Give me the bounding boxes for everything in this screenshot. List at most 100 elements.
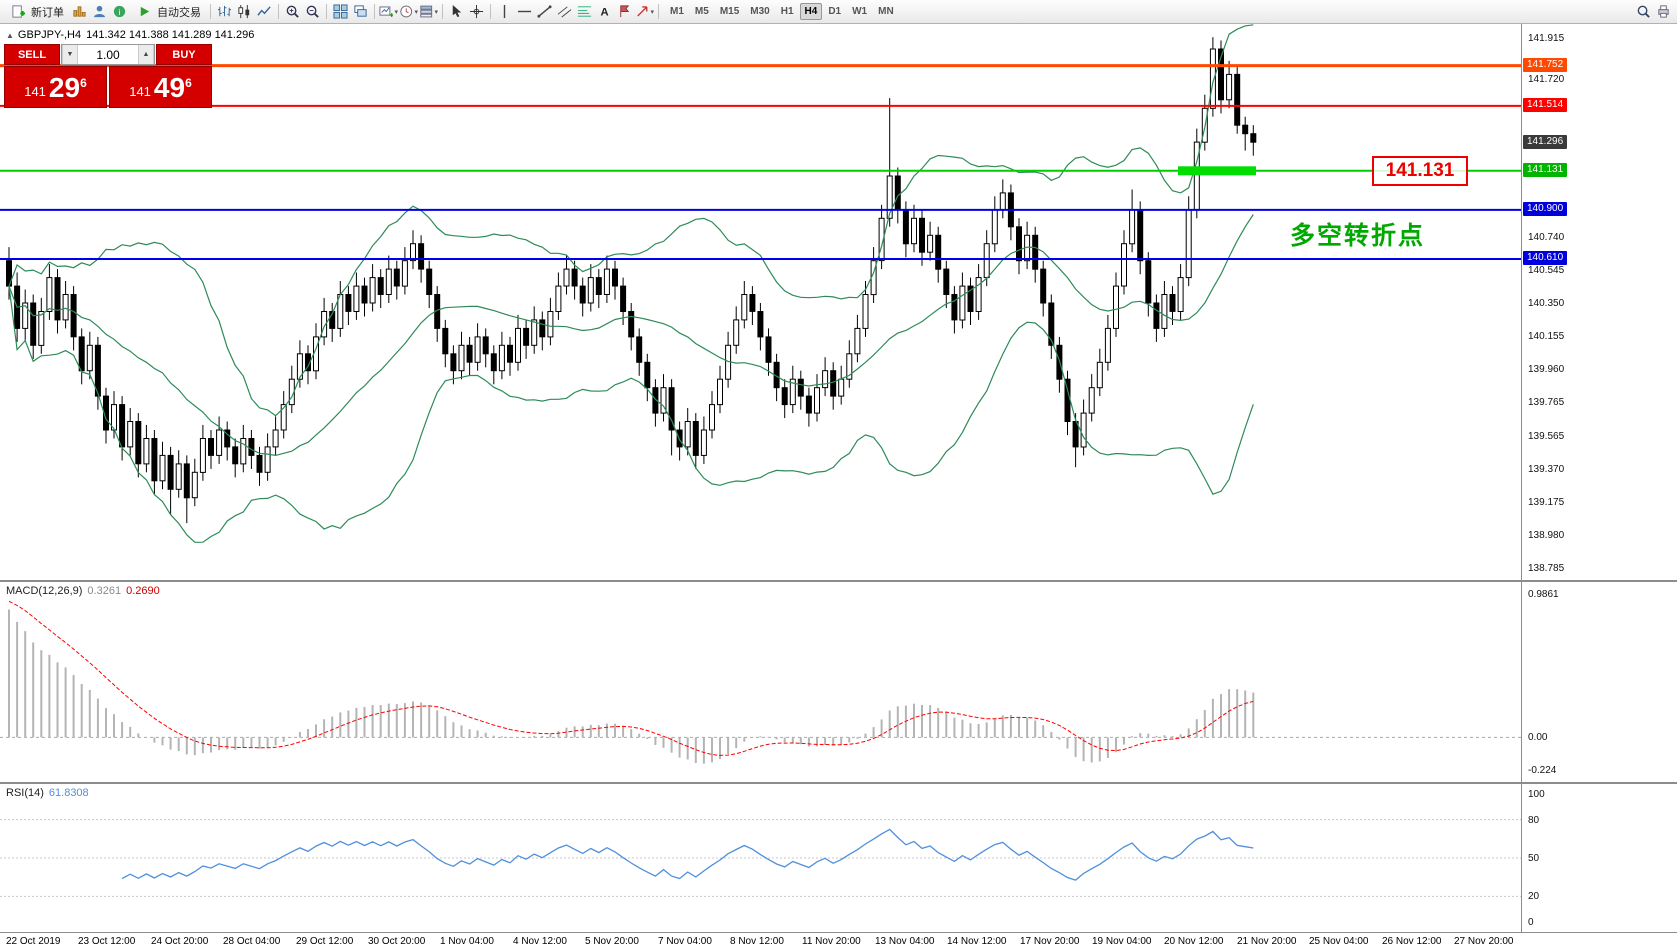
zoom-in-icon[interactable]	[283, 2, 302, 21]
timeframe-W1[interactable]: W1	[852, 6, 868, 17]
timeframe-H1[interactable]: H1	[780, 6, 794, 17]
time-label: 21 Nov 20:00	[1237, 936, 1297, 947]
timeframe-M5[interactable]: M5	[694, 6, 709, 17]
rsi-tick: 80	[1528, 815, 1540, 826]
macd-value: 0.3261	[87, 585, 122, 597]
time-label: 19 Nov 04:00	[1092, 936, 1152, 947]
svg-text:i: i	[119, 7, 121, 17]
price-level-callout[interactable]: 141.131	[1372, 156, 1468, 186]
cascade-windows-icon[interactable]	[351, 2, 370, 21]
price-axis[interactable]: 141.915 141.720 140.740 140.545 140.350 140.1…	[1521, 24, 1677, 580]
rsi-label: RSI(14) 61.8308	[6, 787, 94, 799]
price-tick: 138.785	[1528, 563, 1565, 574]
macd-tick: 0.9861	[1528, 589, 1559, 600]
bid-pipette: 6	[80, 76, 87, 90]
macd-label: MACD(12,26,9) 0.3261 0.2690	[6, 585, 165, 597]
time-label: 29 Oct 12:00	[296, 936, 354, 947]
time-label: 22 Oct 2019	[6, 936, 61, 947]
macd-tick: -0.224	[1528, 765, 1557, 776]
line-chart-icon[interactable]	[255, 2, 274, 21]
rsi-tick: 0	[1528, 917, 1534, 928]
time-axis[interactable]: 22 Oct 2019 23 Oct 12:00 24 Oct 20:00 28 Oc…	[0, 933, 1677, 950]
price-badge: 141.752	[1523, 58, 1568, 72]
timeframe-MN[interactable]: MN	[878, 6, 894, 17]
cursor-icon[interactable]	[447, 2, 466, 21]
price-tick: 140.155	[1528, 331, 1565, 342]
tile-windows-icon[interactable]	[331, 2, 350, 21]
indicator-layers-icon[interactable]	[419, 2, 438, 21]
main-chart-pane: 141.915 141.720 140.740 140.545 140.350 140.1…	[0, 24, 1677, 582]
rsi-pane: RSI(14) 61.8308 100 80 50 20 0	[0, 784, 1677, 933]
autotrade-button[interactable]: 自动交易	[130, 1, 206, 22]
price-tick: 140.740	[1528, 232, 1565, 243]
candlestick-chart-icon[interactable]	[235, 2, 254, 21]
rsi-axis[interactable]: 100 80 50 20 0	[1521, 784, 1677, 932]
profiles-clock-icon[interactable]	[399, 2, 418, 21]
ask-main: 49	[153, 72, 186, 103]
main-chart-canvas[interactable]	[0, 24, 1521, 580]
text-icon[interactable]: A	[595, 2, 614, 21]
macd-signal-value: 0.2690	[126, 585, 160, 597]
price-badge: 140.900	[1523, 202, 1568, 216]
crosshair-icon[interactable]	[467, 2, 486, 21]
price-badge: 141.131	[1523, 163, 1568, 177]
volume-up-icon[interactable]: ▲	[138, 45, 154, 64]
horizontal-line-icon[interactable]	[515, 2, 534, 21]
time-label: 28 Oct 04:00	[223, 936, 281, 947]
volume-input[interactable]: 1.00	[96, 47, 120, 62]
timeframe-M1[interactable]: M1	[670, 6, 684, 17]
trendline-icon[interactable]	[535, 2, 554, 21]
zoom-out-icon[interactable]	[303, 2, 322, 21]
sell-price-display[interactable]: 141 29 6	[4, 66, 107, 108]
chart-window: 141.915 141.720 140.740 140.545 140.350 140.1…	[0, 24, 1677, 950]
price-tick: 141.720	[1528, 74, 1565, 85]
search-icon[interactable]	[1634, 2, 1653, 21]
time-label: 11 Nov 20:00	[802, 936, 861, 947]
time-label: 30 Oct 20:00	[368, 936, 426, 947]
time-label: 23 Oct 12:00	[78, 936, 136, 947]
time-label: 24 Oct 20:00	[151, 936, 209, 947]
bid-main: 29	[48, 72, 81, 103]
collapse-icon[interactable]: ▲	[6, 31, 14, 40]
sell-button[interactable]: SELL	[4, 44, 60, 65]
rsi-canvas[interactable]	[0, 784, 1521, 932]
ask-pipette: 6	[185, 76, 192, 90]
symbol-label: GBPJPY-,H4	[17, 29, 82, 41]
time-label: 7 Nov 04:00	[658, 936, 712, 947]
time-label: 27 Nov 20:00	[1454, 936, 1514, 947]
equidistant-channel-icon[interactable]	[555, 2, 574, 21]
volume-down-icon[interactable]: ▼	[62, 45, 78, 64]
price-tick: 139.175	[1528, 497, 1565, 508]
new-chart-icon[interactable]	[379, 2, 398, 21]
fibonacci-icon[interactable]	[575, 2, 594, 21]
price-tick: 140.350	[1528, 298, 1565, 309]
svg-text:A: A	[600, 6, 608, 18]
market-watch-icon[interactable]	[70, 2, 89, 21]
buy-price-display[interactable]: 141 49 6	[109, 66, 212, 108]
timeframe-M30[interactable]: M30	[750, 6, 770, 17]
one-click-trading-panel: SELL ▼ 1.00 ▲ BUY 141 29 6 141 49 6	[4, 44, 212, 108]
arrows-icon[interactable]	[635, 2, 654, 21]
buy-button[interactable]: BUY	[156, 44, 212, 65]
new-order-button[interactable]: 新订单	[4, 1, 69, 22]
bid-prefix: 141	[24, 84, 46, 99]
timeframe-H4[interactable]: H4	[799, 3, 823, 20]
print-icon[interactable]	[1654, 2, 1673, 21]
text-label-icon[interactable]	[615, 2, 634, 21]
macd-canvas[interactable]	[0, 582, 1521, 782]
price-tick: 139.565	[1528, 431, 1565, 442]
turning-point-note[interactable]: 多空转折点	[1290, 222, 1426, 250]
bar-chart-icon[interactable]	[215, 2, 234, 21]
vertical-line-icon[interactable]	[495, 2, 514, 21]
timeframe-D1[interactable]: D1	[828, 6, 842, 17]
autotrade-label: 自动交易	[157, 6, 201, 19]
info-icon[interactable]: i	[110, 2, 129, 21]
timeframe-M15[interactable]: M15	[719, 6, 740, 17]
price-tick: 141.915	[1528, 33, 1565, 44]
macd-tick: 0.00	[1528, 732, 1548, 743]
profile-icon[interactable]	[90, 2, 109, 21]
price-badge: 141.514	[1523, 98, 1568, 112]
time-label: 1 Nov 04:00	[440, 936, 494, 947]
macd-axis[interactable]: 0.9861 0.00 -0.224	[1521, 582, 1677, 782]
time-label: 13 Nov 04:00	[875, 936, 935, 947]
